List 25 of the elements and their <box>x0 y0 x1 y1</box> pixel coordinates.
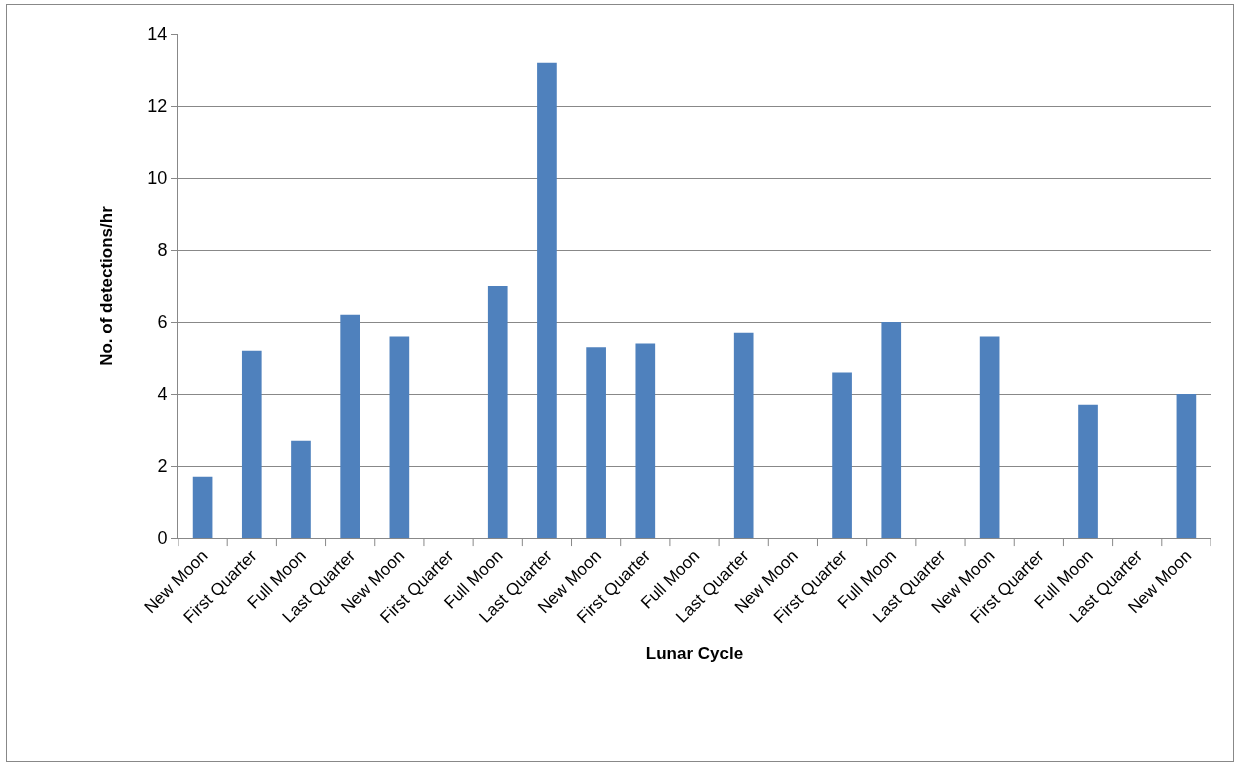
y-tick-label: 2 <box>157 456 168 477</box>
bar <box>733 332 754 538</box>
y-tick-label: 8 <box>157 240 168 261</box>
bar <box>340 314 360 538</box>
y-tick-label: 12 <box>147 96 168 117</box>
y-tick-label: 0 <box>157 528 168 549</box>
bar <box>881 322 902 538</box>
bar <box>487 286 508 538</box>
bar <box>291 440 311 538</box>
bar <box>389 336 410 538</box>
bar <box>537 62 557 538</box>
bar <box>241 350 262 538</box>
bar <box>635 343 656 538</box>
bar <box>979 336 1000 538</box>
bar <box>192 476 213 538</box>
x-axis-title: Lunar Cycle <box>645 643 744 663</box>
y-tick-label: 4 <box>157 384 168 405</box>
y-tick-label: 6 <box>157 312 168 333</box>
y-tick-label: 10 <box>147 168 168 189</box>
bar <box>832 372 852 538</box>
bar <box>1176 394 1197 538</box>
bar <box>1078 404 1098 538</box>
y-axis-title: No. of detections/hr <box>96 205 116 366</box>
bar <box>586 347 606 538</box>
y-tick-label: 14 <box>147 24 168 45</box>
